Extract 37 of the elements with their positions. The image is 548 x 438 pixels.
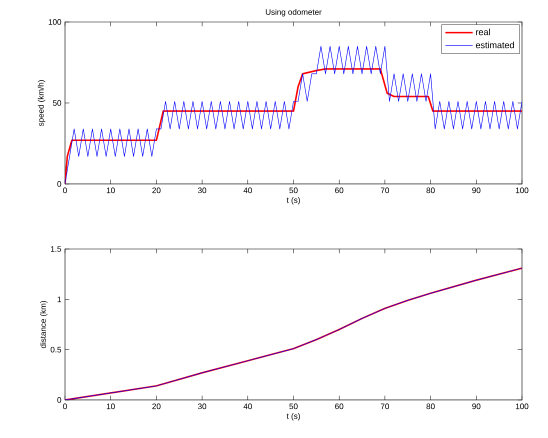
legend-label: estimated	[476, 42, 514, 48]
y-tick-label: 1	[58, 296, 62, 302]
x-tick-label: 30	[198, 404, 206, 410]
y-tick-label: 50	[52, 100, 62, 106]
x-tick-label: 0	[63, 188, 67, 194]
x-tick-label: 10	[106, 188, 115, 194]
x-axis-title: t (s)	[286, 197, 300, 205]
y-tick-label: 0.5	[50, 346, 62, 352]
x-tick-label: 40	[244, 404, 252, 410]
x-tick-label: 90	[472, 404, 480, 410]
x-tick-label: 80	[426, 404, 435, 410]
chart-title: Using odometer	[266, 8, 322, 16]
y-tick-label: 0	[57, 181, 62, 187]
x-tick-label: 0	[63, 404, 67, 410]
y-axis-title: distance (km)	[40, 300, 48, 348]
y-tick-label: 1.5	[50, 246, 62, 252]
y-tick-label: 0	[57, 397, 62, 403]
x-tick-label: 70	[380, 188, 390, 194]
x-tick-label: 20	[152, 404, 161, 410]
x-tick-label: 10	[106, 404, 115, 410]
x-tick-label: 20	[152, 188, 161, 194]
legend-label: real	[476, 28, 490, 36]
x-tick-label: 60	[335, 188, 344, 194]
x-tick-label: 100	[516, 404, 528, 410]
x-tick-label: 30	[198, 188, 206, 194]
x-tick-label: 50	[289, 404, 298, 410]
x-tick-label: 80	[426, 188, 435, 194]
x-tick-label: 60	[335, 404, 344, 410]
x-tick-label: 70	[380, 404, 390, 410]
x-tick-label: 90	[472, 188, 480, 194]
x-tick-label: 100	[516, 188, 528, 194]
y-axis-title: speed (km/h)	[38, 80, 46, 126]
x-axis-title: t (s)	[286, 413, 300, 421]
line-series	[65, 68, 522, 184]
y-tick-label: 100	[48, 19, 62, 25]
x-tick-label: 50	[289, 188, 298, 194]
x-tick-label: 40	[244, 188, 252, 194]
